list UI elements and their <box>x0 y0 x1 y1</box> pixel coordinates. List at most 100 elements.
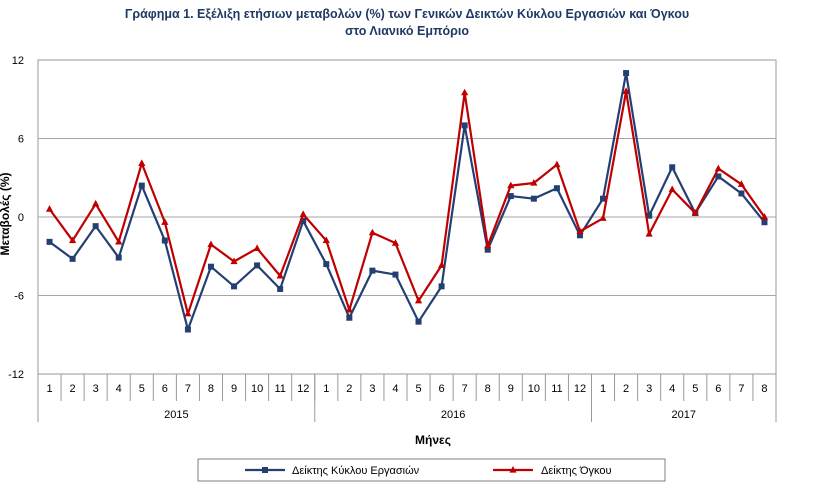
data-point <box>92 199 100 207</box>
year-label: 2017 <box>672 409 696 421</box>
legend-label: Δείκτης Κύκλου Εργασιών <box>292 465 420 477</box>
chart-title-line1: Γράφημα 1. Εξέλιξη ετήσιων μεταβολών (%)… <box>124 7 690 21</box>
data-point <box>368 228 377 236</box>
x-tick-label: 10 <box>528 383 540 395</box>
data-point <box>415 318 422 325</box>
data-point <box>530 178 538 186</box>
data-point <box>668 185 676 193</box>
x-tick-label: 1 <box>600 383 606 395</box>
data-point <box>161 218 169 225</box>
x-axis-label: Μήνες <box>415 433 451 447</box>
data-point <box>345 305 353 313</box>
data-point <box>484 241 492 249</box>
x-tick-label: 12 <box>574 383 586 395</box>
data-point <box>184 326 191 333</box>
data-point <box>646 212 653 219</box>
data-point <box>461 88 469 96</box>
x-tick-label: 4 <box>116 383 122 395</box>
x-tick-label: 2 <box>346 383 352 395</box>
year-label: 2015 <box>164 409 188 421</box>
series-group <box>45 70 769 333</box>
x-tick-label: 2 <box>623 383 629 395</box>
y-axis-label: Μεταβολές (%) <box>0 172 12 255</box>
data-point <box>184 309 192 317</box>
data-point <box>600 195 607 202</box>
data-point <box>437 261 446 269</box>
data-point <box>207 263 214 270</box>
data-point <box>715 173 722 180</box>
x-tick-label: 1 <box>46 383 52 395</box>
x-tick-label: 3 <box>646 383 652 395</box>
data-point <box>230 257 238 265</box>
data-point <box>507 181 515 189</box>
data-point <box>760 213 769 220</box>
x-tick-label: 10 <box>251 383 263 395</box>
data-point <box>392 271 399 278</box>
x-tick-label: 11 <box>274 383 285 395</box>
x-tick-label: 3 <box>369 383 375 395</box>
data-point <box>599 214 607 221</box>
data-point <box>530 195 537 202</box>
data-point <box>576 227 584 234</box>
x-tick-label: 7 <box>738 383 744 395</box>
data-point <box>161 237 168 244</box>
x-tick-label: 7 <box>185 383 191 395</box>
data-point <box>323 261 330 268</box>
data-point <box>138 182 145 189</box>
x-tick-label: 12 <box>297 383 309 395</box>
x-axis: 1 2 3 4 5 6 7 8 9 10 11 12 1 2 3 4 5 6 7 8 9 10 11 12 1 2 3 4 5 6 7 820… <box>37 374 777 422</box>
y-tick-label: 0 <box>18 212 24 224</box>
data-point <box>622 87 630 94</box>
data-point <box>438 283 445 290</box>
x-tick-label: 7 <box>462 383 468 395</box>
data-point <box>254 262 261 269</box>
x-tick-label: 5 <box>692 383 698 395</box>
data-point <box>69 255 76 262</box>
x-tick-label: 9 <box>231 383 237 395</box>
y-tick-label: 6 <box>18 134 24 146</box>
x-tick-label: 8 <box>485 383 491 395</box>
legend: Δείκτης Κύκλου Εργασιών Δείκτης Όγκου <box>197 458 666 482</box>
data-point <box>277 285 284 292</box>
x-tick-label: 8 <box>208 383 214 395</box>
data-point <box>576 232 583 239</box>
data-point <box>299 210 307 217</box>
data-point <box>737 180 746 187</box>
data-point <box>714 164 722 172</box>
x-tick-label: 6 <box>162 383 168 395</box>
x-tick-label: 6 <box>439 383 445 395</box>
x-tick-label: 8 <box>761 383 767 395</box>
data-point <box>68 236 77 244</box>
data-point <box>484 246 491 253</box>
legend-label: Δείκτης Όγκου <box>541 465 612 477</box>
data-point <box>738 190 745 197</box>
data-point <box>45 205 54 212</box>
data-point <box>300 217 307 224</box>
data-point <box>553 160 561 168</box>
chart-title-line2: στο Λιανικό Εμπόριο <box>344 24 470 38</box>
y-axis-ticks: 12 6 0 -6 -12 <box>8 55 24 381</box>
data-point <box>369 267 376 274</box>
data-point <box>92 223 99 230</box>
data-point <box>276 271 284 279</box>
data-point <box>623 70 630 77</box>
data-point <box>461 122 468 129</box>
data-point <box>761 219 768 226</box>
data-point <box>691 209 699 216</box>
legend-marker <box>262 467 268 473</box>
series-1 <box>46 70 768 333</box>
data-point <box>322 236 330 244</box>
x-tick-label: 4 <box>669 383 675 395</box>
gridlines <box>38 138 776 296</box>
data-point <box>46 238 53 245</box>
data-point <box>138 159 146 166</box>
x-tick-label: 5 <box>139 383 145 395</box>
data-point <box>669 164 676 171</box>
x-tick-label: 11 <box>551 383 562 395</box>
legend-box <box>197 458 666 482</box>
data-point <box>207 240 215 248</box>
y-tick-label: -6 <box>14 291 24 303</box>
series-2 <box>45 87 769 317</box>
y-tick-label: -12 <box>8 369 24 381</box>
